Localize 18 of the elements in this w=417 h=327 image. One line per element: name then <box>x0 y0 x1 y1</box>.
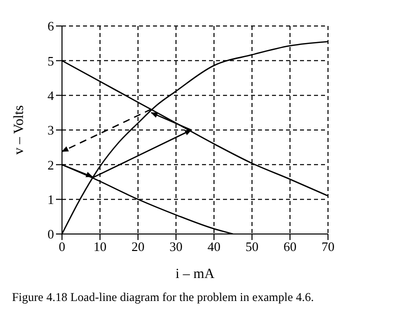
caption: Figure 4.18 Load-line diagram for the problem in example 4.6. <box>12 290 315 305</box>
x-tick-label: 60 <box>284 239 296 254</box>
y-tick-label: 1 <box>48 192 54 207</box>
y-tick-label: 5 <box>48 53 54 68</box>
y-tick-label: 6 <box>48 18 54 34</box>
x-tick-label: 50 <box>246 239 258 254</box>
y-tick-label: 4 <box>48 88 54 103</box>
y-tick-label: 2 <box>48 157 54 172</box>
x-axis-title: i – mA <box>176 267 216 282</box>
x-tick-label: 0 <box>58 239 66 254</box>
x-tick-label: 10 <box>94 239 106 254</box>
x-tick-label: 70 <box>322 239 334 254</box>
x-tick-label: 40 <box>208 239 220 254</box>
x-tick-label: 30 <box>170 239 182 254</box>
y-axis-title: v – Volts <box>12 105 27 155</box>
y-tick-label: 3 <box>48 122 54 138</box>
y-tick-label: 0 <box>48 226 54 242</box>
x-tick-label: 20 <box>132 239 144 254</box>
